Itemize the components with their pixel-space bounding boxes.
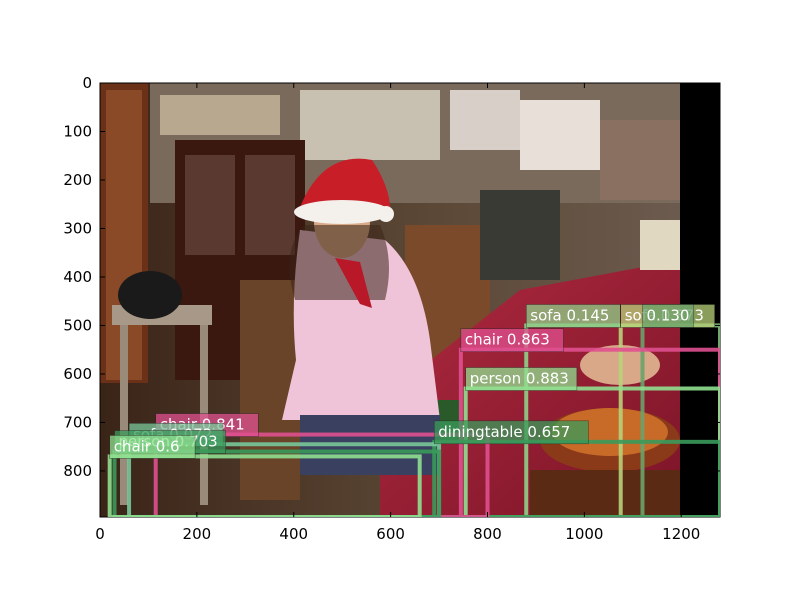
x-axis: 0 200 400 600 800 1000 1200 [95,83,700,543]
detection-label: sofa 0.145 [530,306,609,324]
y-tick-label: 600 [63,365,92,383]
y-tick-label: 800 [63,462,92,480]
y-tick-label: 200 [63,171,92,189]
y-axis: 0 100 200 300 400 500 600 700 800 [63,74,720,480]
photo [100,83,720,517]
detection-label-bg [642,304,694,328]
x-tick-label: 1200 [662,525,700,543]
y-tick-label: 0 [82,74,92,92]
detection-label-bg [109,435,196,459]
detection-label: chair 0.863 [465,331,550,349]
y-tick-label: 500 [63,316,92,334]
x-tick-label: 800 [473,525,502,543]
detection-box [112,449,442,517]
detection-label: person 0.883 [470,369,569,387]
detection-label: diningtable 0.657 [438,423,570,441]
x-tick-label: 0 [95,525,105,543]
detection-label-bg [465,367,578,391]
x-tick-label: 600 [376,525,405,543]
y-tick-label: 100 [63,122,92,140]
detection-label-bg [433,420,589,445]
x-tick-label: 200 [183,525,212,543]
x-tick-label: 1000 [565,525,603,543]
y-tick-label: 700 [63,413,92,431]
y-tick-label: 400 [63,268,92,286]
x-tick-label: 400 [279,525,308,543]
detection-label: chair 0.6 [114,437,180,455]
detection-label-bg [526,304,621,328]
detection-box [107,454,422,517]
detection-label-bg [460,328,564,352]
y-tick-label: 300 [63,219,92,237]
detection-label: 0.130 [647,306,690,324]
